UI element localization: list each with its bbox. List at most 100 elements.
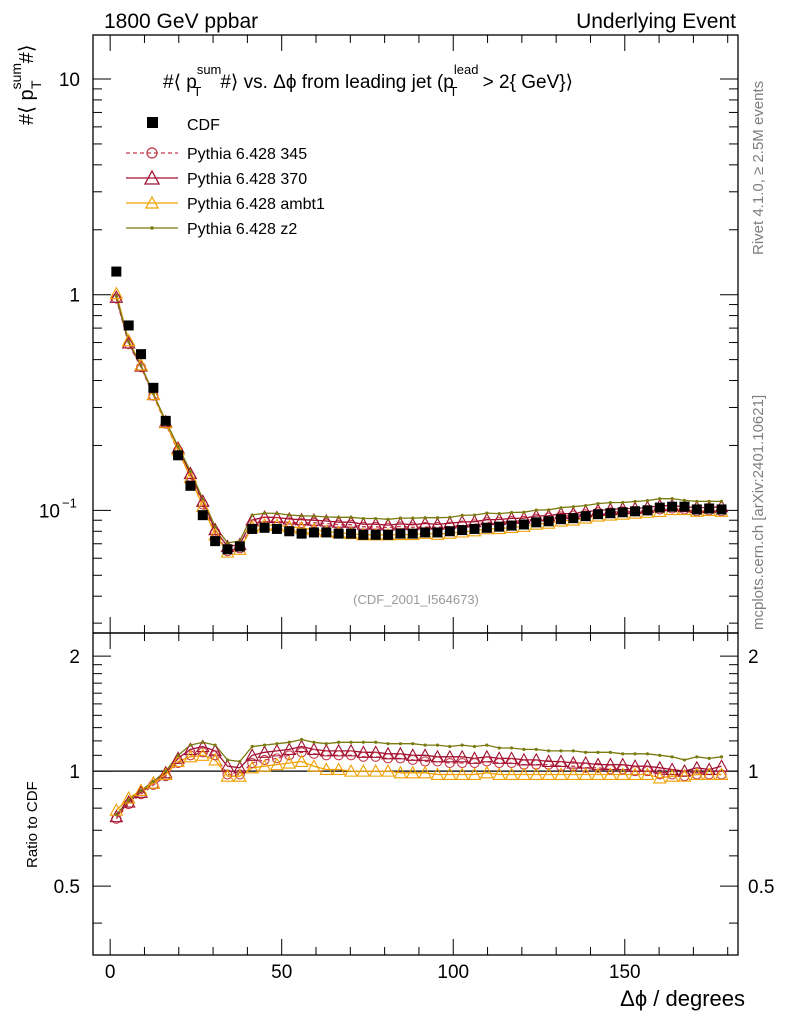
series-marker-main-2 bbox=[109, 286, 124, 300]
ratio-tick-label-left: 2 bbox=[69, 647, 80, 668]
series-marker-ratio-1 bbox=[689, 760, 704, 774]
series-marker-ratio-2 bbox=[430, 767, 445, 781]
series-marker-ratio-3 bbox=[547, 749, 551, 753]
series-marker-ratio-2 bbox=[689, 767, 704, 781]
series-marker-main-3 bbox=[139, 363, 143, 367]
series-line-main-3 bbox=[115, 295, 722, 544]
series-marker-ratio-1 bbox=[195, 739, 210, 753]
series-marker-ratio-2 bbox=[146, 776, 161, 789]
series-marker-ratio-1 bbox=[418, 748, 433, 761]
series-marker-main-3 bbox=[509, 510, 514, 515]
series-marker-ratio-3 bbox=[596, 750, 600, 754]
legend-marker-z2 bbox=[150, 226, 154, 230]
cdf-data-point bbox=[642, 505, 653, 516]
series-marker-main-3 bbox=[448, 515, 452, 519]
cdf-data-point bbox=[383, 529, 394, 540]
series-marker-ratio-1 bbox=[171, 751, 186, 764]
series-line-ratio-2 bbox=[115, 754, 722, 811]
series-marker-main-3 bbox=[176, 444, 180, 448]
series-marker-ratio-3 bbox=[275, 742, 279, 746]
series-marker-ratio-2 bbox=[640, 767, 655, 781]
series-marker-ratio-2 bbox=[455, 767, 470, 781]
cdf-data-point bbox=[123, 320, 134, 331]
series-marker-ratio-2 bbox=[307, 759, 321, 772]
series-marker-main-3 bbox=[349, 515, 353, 519]
series-marker-main-1 bbox=[294, 512, 309, 526]
series-marker-main-3 bbox=[398, 516, 403, 520]
series-marker-ratio-2 bbox=[529, 767, 544, 781]
ratio-tick-label-left: 1 bbox=[69, 762, 80, 783]
series-marker-ratio-2 bbox=[134, 783, 148, 797]
series-marker-ratio-3 bbox=[559, 749, 563, 753]
series-marker-ratio-1 bbox=[344, 743, 358, 757]
series-marker-main-1 bbox=[282, 511, 297, 525]
series-marker-ratio-2 bbox=[418, 765, 433, 779]
ratio-plot-frame bbox=[92, 632, 739, 956]
series-marker-ratio-2 bbox=[319, 762, 334, 776]
series-marker-ratio-2 bbox=[257, 759, 272, 772]
series-marker-main-3 bbox=[460, 513, 464, 517]
series-marker-ratio-3 bbox=[201, 740, 205, 744]
series-marker-ratio-3 bbox=[225, 758, 230, 762]
series-marker-ratio-3 bbox=[460, 743, 464, 747]
series-marker-ratio-2 bbox=[665, 769, 680, 782]
series-marker-main-1 bbox=[208, 522, 223, 536]
series-marker-ratio-3 bbox=[584, 750, 588, 754]
series-marker-main-3 bbox=[411, 516, 415, 520]
cdf-data-point bbox=[111, 266, 122, 277]
ylabel-prefix: #⟨ p bbox=[16, 89, 38, 125]
series-marker-ratio-1 bbox=[541, 754, 556, 768]
series-marker-ratio-0 bbox=[296, 747, 307, 758]
series-marker-ratio-1 bbox=[405, 748, 420, 761]
series-marker-ratio-1 bbox=[677, 763, 692, 777]
series-marker-main-3 bbox=[485, 511, 489, 515]
cdf-data-point bbox=[543, 516, 554, 527]
legend-label-cdf: CDF bbox=[187, 117, 220, 134]
series-marker-ratio-2 bbox=[344, 763, 358, 777]
series-marker-ratio-2 bbox=[516, 767, 531, 781]
series-marker-ratio-1 bbox=[381, 746, 395, 760]
series-marker-ratio-3 bbox=[164, 769, 168, 773]
ylabel-sup: sum bbox=[8, 63, 24, 89]
series-marker-ratio-0 bbox=[284, 750, 295, 761]
series-marker-ratio-1 bbox=[269, 743, 284, 757]
series-marker-main-3 bbox=[201, 497, 205, 501]
series-marker-main-1 bbox=[269, 510, 284, 524]
series-marker-main-1 bbox=[195, 494, 210, 507]
series-marker-main-3 bbox=[337, 515, 341, 519]
series-marker-main-3 bbox=[324, 515, 328, 519]
series-marker-main-3 bbox=[584, 503, 588, 508]
series-marker-ratio-1 bbox=[393, 746, 408, 760]
series-marker-ratio-3 bbox=[719, 755, 724, 759]
series-marker-ratio-3 bbox=[645, 752, 650, 756]
series-marker-ratio-1 bbox=[158, 765, 173, 779]
series-marker-ratio-1 bbox=[232, 760, 247, 774]
cdf-data-point bbox=[395, 528, 406, 539]
legend: CDF Pythia 6.428 345 Pythia 6.428 370 Py… bbox=[126, 117, 325, 238]
cdf-data-point bbox=[247, 523, 258, 534]
series-marker-ratio-0 bbox=[308, 748, 319, 759]
series-marker-main-3 bbox=[262, 511, 267, 515]
series-marker-ratio-3 bbox=[139, 788, 143, 793]
series-marker-ratio-2 bbox=[405, 765, 420, 779]
series-marker-ratio-1 bbox=[455, 749, 470, 763]
series-marker-ratio-3 bbox=[571, 749, 575, 753]
cdf-data-point bbox=[555, 514, 566, 525]
series-marker-ratio-3 bbox=[188, 743, 193, 747]
series-marker-ratio-2 bbox=[220, 769, 235, 782]
cdf-data-point bbox=[173, 450, 184, 461]
series-marker-ratio-3 bbox=[423, 743, 427, 747]
series-marker-main-3 bbox=[299, 514, 304, 518]
x-tick-label: 0 bbox=[105, 962, 116, 983]
series-marker-ratio-2 bbox=[381, 763, 395, 777]
x-axis-label: Δϕ / degrees bbox=[620, 986, 745, 1011]
series-marker-ratio-1 bbox=[245, 748, 260, 761]
series-marker-ratio-1 bbox=[628, 759, 643, 772]
legend-marker-345 bbox=[146, 147, 158, 159]
cdf-data-point bbox=[346, 528, 356, 539]
series-marker-main-3 bbox=[114, 294, 118, 298]
series-marker-ratio-3 bbox=[386, 742, 390, 746]
series-marker-main-3 bbox=[386, 517, 390, 521]
title-sup-lead: lead bbox=[454, 62, 479, 77]
series-marker-main-3 bbox=[225, 541, 230, 545]
